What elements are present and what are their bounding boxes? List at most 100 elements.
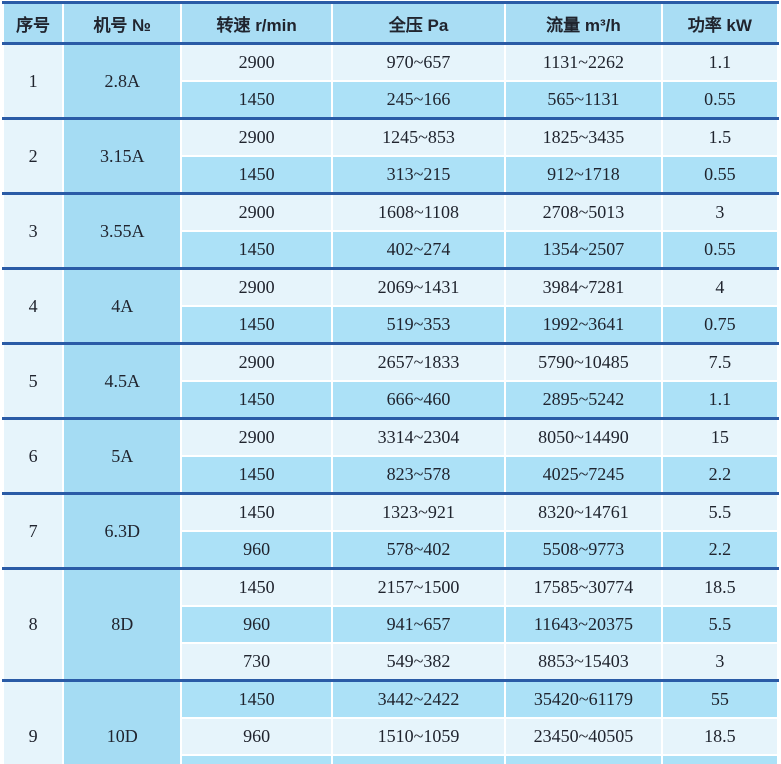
col-header-flow: 流量 m³/h — [504, 1, 663, 45]
power-cell: 3 — [660, 642, 780, 682]
spec-row: 8 8D 1450 2157~1500 17585~30774 18.5 — [1, 567, 780, 682]
power-cell: 18.5 — [660, 567, 780, 607]
flow-cell: 2895~5242 — [504, 380, 663, 420]
flow-cell: 17832~30801 — [504, 754, 663, 764]
spec-row: 1450 402~274 1354~2507 0.55 — [3, 230, 780, 270]
group-index-cell: 5 — [1, 342, 65, 420]
power-cell: 0.55 — [660, 230, 780, 270]
power-cell: 18.5 — [660, 717, 780, 756]
speed-cell: 1450 — [180, 492, 333, 532]
group-index-cell: 4 — [1, 267, 65, 345]
power-cell: 15 — [660, 417, 780, 457]
model-cell: 6.3D — [62, 492, 183, 570]
pressure-cell: 2657~1833 — [330, 342, 507, 382]
power-cell: 1.5 — [660, 117, 780, 157]
model-cell: 3.55A — [62, 192, 183, 270]
flow-cell: 35420~61179 — [504, 679, 663, 719]
group-index-cell: 3 — [1, 192, 65, 270]
power-cell: 55 — [660, 679, 780, 719]
speed-cell: 2900 — [180, 342, 333, 382]
power-cell: 7.5 — [660, 754, 780, 764]
spec-row: 7 6.3D 1450 1323~921 8320~14761 5.5 — [1, 492, 780, 570]
model-cell: 4.5A — [62, 342, 183, 420]
pressure-cell: 1608~1108 — [330, 192, 507, 232]
power-cell: 3 — [660, 192, 780, 232]
speed-cell: 1450 — [180, 230, 333, 270]
spec-row: 6 5A 2900 3314~2304 8050~14490 15 — [1, 417, 780, 495]
pressure-cell: 578~402 — [330, 530, 507, 570]
pressure-cell: 3442~2422 — [330, 679, 507, 719]
model-cell: 2.8A — [62, 42, 183, 120]
flow-cell: 11643~20375 — [504, 605, 663, 644]
power-cell: 0.55 — [660, 80, 780, 120]
power-cell: 5.5 — [660, 492, 780, 532]
spec-row: 5 4.5A 2900 2657~1833 5790~10485 7.5 — [1, 342, 780, 420]
flow-cell: 8320~14761 — [504, 492, 663, 532]
speed-cell: 2900 — [180, 267, 333, 307]
flow-cell: 1131~2262 — [504, 42, 663, 82]
pressure-cell: 2069~1431 — [330, 267, 507, 307]
model-cell: 5A — [62, 417, 183, 495]
power-cell: 0.75 — [660, 305, 780, 345]
pressure-cell: 1323~921 — [330, 492, 507, 532]
pressure-cell: 872~617 — [330, 754, 507, 764]
model-cell: 10D — [62, 679, 183, 764]
power-cell: 7.5 — [660, 342, 780, 382]
col-header-speed: 转速 r/min — [180, 1, 333, 45]
speed-cell: 730 — [180, 754, 333, 764]
col-header-pressure: 全压 Pa — [330, 1, 507, 45]
pressure-cell: 313~215 — [330, 155, 507, 195]
spec-row: 1450 245~166 565~1131 0.55 — [3, 80, 780, 120]
flow-cell: 1825~3435 — [504, 117, 663, 157]
flow-cell: 3984~7281 — [504, 267, 663, 307]
group-index-cell: 9 — [1, 679, 65, 764]
flow-cell: 5508~9773 — [504, 530, 663, 570]
speed-cell: 2900 — [180, 417, 333, 457]
pressure-cell: 666~460 — [330, 380, 507, 420]
pressure-cell: 3314~2304 — [330, 417, 507, 457]
power-cell: 0.55 — [660, 155, 780, 195]
speed-cell: 1450 — [180, 305, 333, 345]
group-index-cell: 8 — [1, 567, 65, 682]
speed-cell: 960 — [180, 530, 333, 570]
pressure-cell: 1510~1059 — [330, 717, 507, 756]
flow-cell: 5790~10485 — [504, 342, 663, 382]
flow-cell: 1354~2507 — [504, 230, 663, 270]
spec-row: 1450 313~215 912~1718 0.55 — [3, 155, 780, 195]
speed-cell: 2900 — [180, 117, 333, 157]
spec-row: 1450 823~578 4025~7245 2.2 — [3, 455, 780, 495]
model-cell: 3.15A — [62, 117, 183, 195]
flow-cell: 8853~15403 — [504, 642, 663, 682]
group-index-cell: 2 — [1, 117, 65, 195]
speed-cell: 960 — [180, 605, 333, 644]
spec-row: 960 1510~1059 23450~40505 18.5 — [3, 717, 780, 756]
pressure-cell: 2157~1500 — [330, 567, 507, 607]
speed-cell: 1450 — [180, 380, 333, 420]
speed-cell: 730 — [180, 642, 333, 682]
group-index-cell: 1 — [1, 42, 65, 120]
flow-cell: 565~1131 — [504, 80, 663, 120]
speed-cell: 1450 — [180, 567, 333, 607]
spec-row: 9 10D 1450 3442~2422 35420~61179 55 — [1, 679, 780, 764]
spec-row: 960 578~402 5508~9773 2.2 — [3, 530, 780, 570]
power-cell: 4 — [660, 267, 780, 307]
model-cell: 4A — [62, 267, 183, 345]
pressure-cell: 823~578 — [330, 455, 507, 495]
col-header-index: 序号 — [1, 1, 65, 45]
speed-cell: 1450 — [180, 455, 333, 495]
speed-cell: 1450 — [180, 155, 333, 195]
pressure-cell: 519~353 — [330, 305, 507, 345]
header-row: 序号 机号 № 转速 r/min 全压 Pa 流量 m³/h 功率 kW — [1, 1, 780, 45]
pressure-cell: 549~382 — [330, 642, 507, 682]
spec-row: 1450 519~353 1992~3641 0.75 — [3, 305, 780, 345]
spec-row: 960 941~657 11643~20375 5.5 — [3, 605, 780, 644]
pressure-cell: 245~166 — [330, 80, 507, 120]
power-cell: 5.5 — [660, 605, 780, 644]
spec-row: 3 3.55A 2900 1608~1108 2708~5013 3 — [1, 192, 780, 270]
speed-cell: 1450 — [180, 80, 333, 120]
flow-cell: 4025~7245 — [504, 455, 663, 495]
flow-cell: 912~1718 — [504, 155, 663, 195]
speed-cell: 2900 — [180, 42, 333, 82]
